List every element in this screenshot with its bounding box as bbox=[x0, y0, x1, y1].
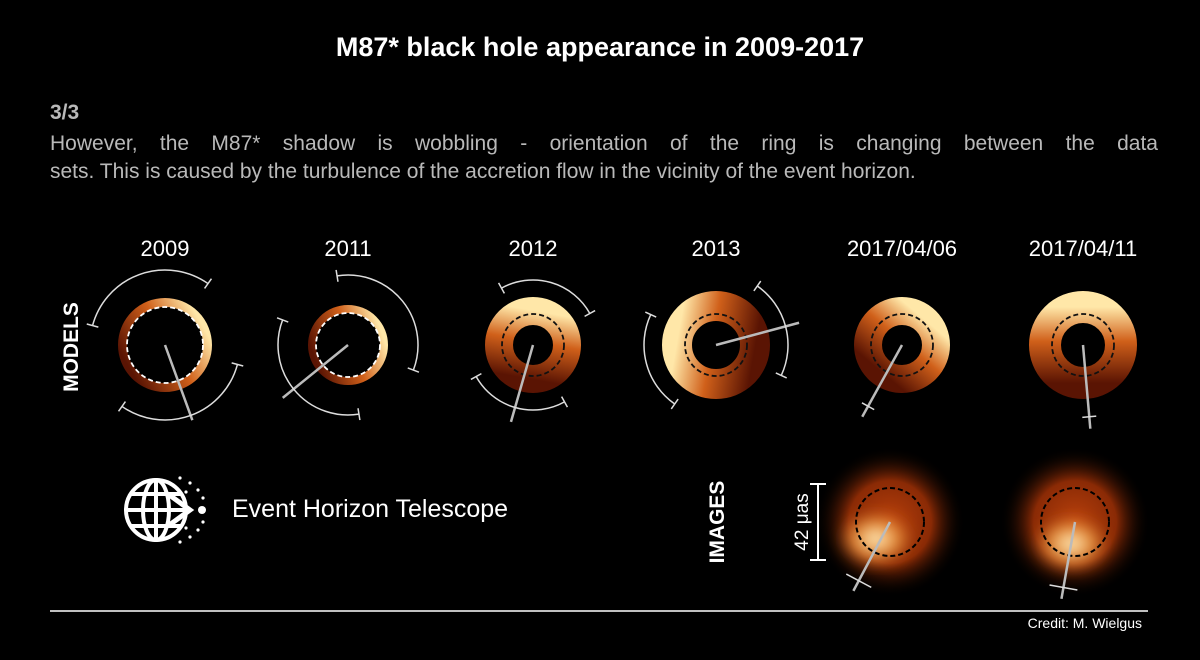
models-label: MODELS bbox=[60, 302, 83, 392]
scale-bar bbox=[810, 483, 826, 561]
arc-end bbox=[335, 269, 339, 282]
arc-end bbox=[231, 362, 244, 367]
bright-spot bbox=[835, 508, 916, 569]
year-label: 2011 bbox=[324, 236, 371, 261]
shadow-outline bbox=[501, 313, 565, 377]
scale-label: 42 μas bbox=[792, 493, 813, 550]
error-tick bbox=[861, 402, 875, 411]
orientation-arc bbox=[336, 274, 419, 371]
ring bbox=[118, 298, 212, 392]
orientation-stick bbox=[1060, 521, 1077, 600]
arc-end bbox=[203, 278, 213, 289]
model bbox=[854, 297, 950, 418]
eht-logo bbox=[124, 476, 206, 544]
orientation-arc bbox=[475, 376, 565, 411]
orientation-arc bbox=[91, 269, 209, 326]
arc-end bbox=[497, 282, 506, 294]
arc-end bbox=[86, 323, 99, 328]
arc-end bbox=[644, 311, 657, 318]
orientation-arc bbox=[501, 279, 591, 314]
orientation-stick bbox=[163, 344, 194, 421]
title: M87* black hole appearance in 2009-2017 bbox=[336, 32, 864, 62]
arc-end bbox=[584, 309, 596, 318]
year-label: 2017/04/11 bbox=[1029, 236, 1137, 261]
credit: Credit: M. Wielgus bbox=[1028, 615, 1142, 631]
ring bbox=[854, 297, 950, 393]
model bbox=[276, 269, 420, 421]
orientation-stick bbox=[861, 344, 904, 418]
shadow-outline bbox=[315, 312, 381, 378]
model-rings: 2009 2011 2012 2013 2017/04/06 2017/04/11 bbox=[86, 236, 1137, 429]
image bbox=[815, 447, 965, 597]
year-label: 2012 bbox=[509, 236, 558, 261]
shadow-outline bbox=[870, 313, 934, 377]
year-label: 2009 bbox=[141, 236, 190, 261]
description-line: sets. This is caused by the turbulence o… bbox=[50, 160, 916, 183]
model bbox=[643, 280, 800, 410]
ring bbox=[485, 297, 581, 393]
shadow-outline bbox=[855, 487, 925, 557]
year-label: 2017/04/06 bbox=[847, 236, 957, 261]
ring bbox=[308, 305, 388, 385]
orientation-arc bbox=[121, 364, 239, 421]
shadow-outline bbox=[1051, 313, 1115, 377]
arc-end bbox=[753, 280, 762, 292]
orientation-arc bbox=[643, 314, 676, 405]
orientation-stick bbox=[509, 344, 535, 423]
arc-end bbox=[670, 398, 679, 410]
shadow-outline bbox=[1040, 487, 1110, 557]
images-label: IMAGES bbox=[706, 481, 729, 564]
error-tick bbox=[1082, 415, 1097, 419]
model bbox=[86, 269, 244, 421]
ring bbox=[662, 291, 770, 399]
arc-end bbox=[357, 408, 361, 421]
description-line: However, the M87* shadow is wobbling - o… bbox=[50, 132, 1158, 155]
arc-end bbox=[276, 317, 289, 323]
arc-end bbox=[470, 372, 482, 381]
image-panels bbox=[815, 447, 1150, 600]
arc-end bbox=[117, 401, 127, 412]
error-bar bbox=[845, 573, 872, 589]
year-label: 2013 bbox=[692, 236, 741, 261]
shadow-outline bbox=[684, 313, 748, 377]
description: However, the M87* shadow is wobbling - o… bbox=[50, 130, 1158, 186]
orientation-stick bbox=[852, 521, 892, 592]
ring bbox=[1029, 291, 1137, 399]
model bbox=[470, 279, 596, 423]
orientation-arc bbox=[756, 285, 789, 376]
model bbox=[1029, 291, 1137, 429]
arc-end bbox=[775, 372, 788, 379]
arc-end bbox=[560, 396, 569, 408]
orientation-arc bbox=[277, 319, 360, 416]
eht-text: Event Horizon Telescope bbox=[232, 495, 508, 523]
step: 3/3 bbox=[50, 101, 80, 124]
error-bar bbox=[1049, 584, 1078, 591]
arc-end bbox=[407, 367, 420, 373]
image bbox=[1000, 447, 1150, 600]
orientation-stick bbox=[1081, 344, 1092, 429]
shadow-outline bbox=[126, 306, 204, 384]
